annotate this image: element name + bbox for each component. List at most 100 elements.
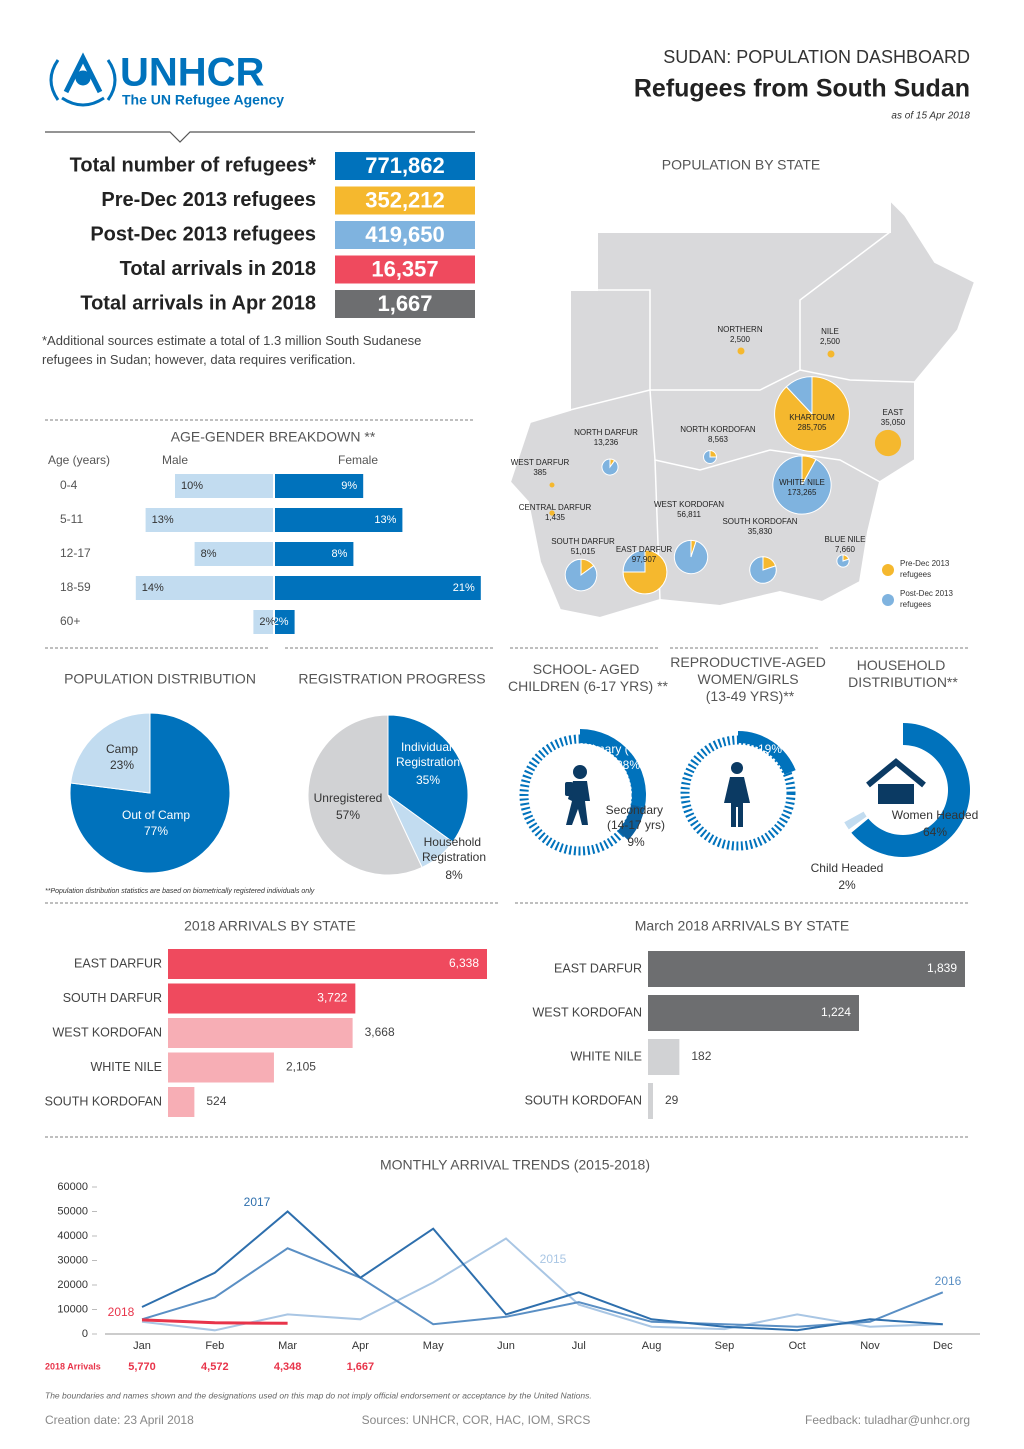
footnote: **Population distribution statistics are…	[45, 888, 315, 895]
kpi-label: Total arrivals in Apr 2018	[80, 292, 316, 314]
bar-label: 8%	[331, 548, 347, 560]
org-name: UNHCR	[120, 51, 265, 95]
text-line: Individual	[401, 740, 455, 754]
slice-label: Women Headed	[892, 808, 979, 822]
slice-label: Camp	[106, 742, 138, 756]
table-row-label: 2018 Arrivals	[45, 1361, 101, 1371]
y-tick-label: 10000	[57, 1303, 88, 1315]
bar-label: 13%	[374, 514, 396, 526]
line-series	[141, 1237, 943, 1332]
bar-label: 3,722	[317, 991, 347, 1005]
state-name: NORTH KORDOFAN	[680, 425, 756, 434]
section-title: SCHOOL- AGED CHILDREN (6-17 YRS) **	[508, 661, 669, 694]
kpi-box	[335, 221, 475, 249]
state-value: 13,236	[594, 438, 619, 447]
state-value: 173,265	[788, 488, 817, 497]
text-line: DISTRIBUTION**	[848, 674, 958, 690]
created: Creation date: 23 April 2018	[45, 1413, 194, 1427]
bar	[168, 983, 356, 1014]
bar-label: 29	[665, 1093, 679, 1107]
x-tick-label: Jul	[572, 1340, 586, 1352]
table-row-value: 1,667	[347, 1361, 375, 1373]
slice-label: Out of Camp	[122, 808, 190, 822]
bar-label: 1,224	[821, 1005, 851, 1019]
kpi-value: 419,650	[365, 222, 445, 247]
child-icon	[565, 765, 590, 825]
date: as of 15 Apr 2018	[891, 111, 970, 122]
x-tick-label: Aug	[642, 1340, 662, 1352]
x-tick-label: Jan	[133, 1340, 151, 1352]
state-value: 1,435	[545, 513, 566, 522]
bar	[135, 576, 273, 600]
slice-label: Primary (6-13 yrs)	[580, 742, 676, 756]
category-label: 12-17	[60, 546, 91, 560]
pie-slice	[387, 714, 469, 843]
disclaimer: The boundaries and names shown and the d…	[45, 1390, 592, 1400]
pie-slice	[772, 455, 832, 515]
category-label: WEST KORDOFAN	[532, 1005, 642, 1019]
y-tick-label: 40000	[57, 1230, 88, 1242]
state-name: EAST	[883, 408, 904, 417]
slice-value: 35%	[416, 773, 440, 787]
legend-swatch	[882, 564, 894, 576]
pie-slice	[622, 549, 646, 573]
bar-label: 8%	[201, 548, 217, 560]
state-name: KHARTOUM	[789, 413, 835, 422]
series-label: 2015	[540, 1252, 567, 1266]
pie-slice	[785, 376, 813, 416]
slice-label: Household Registration	[422, 835, 486, 864]
slice-label: Unregistered	[314, 791, 383, 805]
state-name: NORTHERN	[717, 325, 762, 334]
section-title: REGISTRATION PROGRESS	[298, 671, 485, 687]
bar-label: 14%	[142, 582, 164, 594]
bar-label: 2%	[273, 616, 289, 628]
text-line: refugees in Sudan; however, data require…	[42, 352, 356, 367]
state-name: WHITE NILE	[779, 478, 825, 487]
text-line: HOUSEHOLD	[857, 657, 950, 673]
category-label: 5-11	[60, 512, 83, 526]
bar-label: 6,338	[449, 956, 479, 970]
y-tick-label: 50000	[57, 1205, 88, 1217]
text-line: CHILDREN (6-17 YRS) **	[508, 678, 669, 694]
series-label: 2016	[935, 1274, 962, 1288]
category-label: EAST DARFUR	[74, 956, 162, 970]
header-rule	[45, 131, 475, 143]
state-name: EAST DARFUR	[616, 545, 673, 554]
category-label: 18-59	[60, 580, 91, 594]
bar-label: 1,839	[927, 961, 957, 975]
state-value: 385	[533, 468, 547, 477]
text-line: (14-17 yrs)	[607, 818, 665, 832]
kicker: SUDAN: POPULATION DASHBOARD	[663, 47, 970, 67]
map-title: POPULATION BY STATE	[662, 157, 820, 173]
y-axis-label: Age (years)	[48, 453, 110, 467]
kpi-value: 1,667	[377, 291, 432, 316]
pie-slice	[549, 482, 555, 488]
y-tick-label: 60000	[57, 1181, 88, 1193]
state-name: CENTRAL DARFUR	[519, 503, 592, 512]
state-value: 35,830	[748, 527, 773, 536]
slice-value: 19%	[758, 742, 782, 756]
house-icon	[866, 758, 926, 804]
bar	[168, 1018, 353, 1048]
kpi-box	[335, 186, 475, 215]
slice-label: Secondary (14-17 yrs)	[606, 803, 667, 832]
section-title: March 2018 ARRIVALS BY STATE	[635, 918, 850, 934]
state-value: 2,500	[820, 337, 841, 346]
bar-label: 10%	[181, 480, 203, 492]
category-label: 60+	[60, 614, 80, 628]
bar-label: 2,105	[286, 1060, 316, 1074]
kpi-value: 771,862	[365, 153, 445, 178]
pie-slice	[549, 510, 555, 516]
text-line: Secondary	[606, 803, 667, 817]
category-label: WHITE NILE	[90, 1060, 162, 1074]
bar	[275, 542, 354, 566]
series-label: 2017	[244, 1195, 271, 1209]
woman-icon	[724, 762, 750, 827]
bar-label: 3,668	[365, 1025, 395, 1039]
kpi-value: 352,212	[365, 187, 445, 212]
bar	[168, 1052, 274, 1083]
x-tick-label: Apr	[352, 1340, 369, 1352]
bar	[194, 542, 273, 566]
kpi-value: 16,357	[371, 256, 438, 281]
line-series	[141, 1318, 288, 1325]
